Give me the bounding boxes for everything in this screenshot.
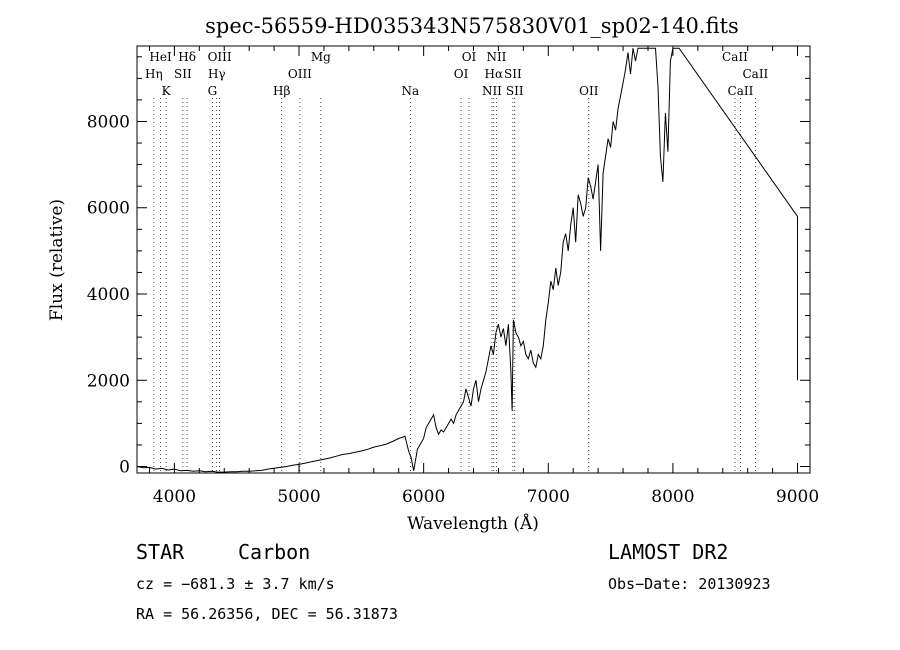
x-tick-label: 9000 <box>776 487 819 507</box>
y-tick-label: 4000 <box>87 285 130 305</box>
spectral-line-markers <box>153 98 756 473</box>
object-subclass: Carbon <box>238 540 310 564</box>
spectral-line-label: CaII <box>742 67 768 81</box>
chart-title: spec-56559-HD035343N575830V01_sp02-140.f… <box>205 14 739 38</box>
spectral-line-label: NII <box>482 84 502 98</box>
x-axis-ticks: 4000 5000 6000 7000 8000 9000 <box>148 46 819 507</box>
spectral-line-label: CaII <box>722 50 748 64</box>
survey-name: LAMOST DR2 <box>608 540 728 564</box>
spectral-line-label: OI <box>454 67 469 81</box>
y-axis-label: Flux (relative) <box>47 199 67 321</box>
spectral-line-label: Hα <box>485 67 504 81</box>
spectral-line-label: Mg <box>311 50 331 64</box>
y-axis-ticks: 0 2000 4000 6000 8000 <box>87 56 810 478</box>
spectral-line-label: NII <box>486 50 506 64</box>
spectral-line-label: Hδ <box>178 50 196 64</box>
spectral-line-label: OIII <box>208 50 232 64</box>
observation-date: Obs−Date: 20130923 <box>608 575 771 593</box>
spectral-line-label: OIII <box>288 67 312 81</box>
redshift-velocity: cz = −681.3 ± 3.7 km/s <box>136 575 335 593</box>
y-tick-label: 6000 <box>87 199 130 219</box>
spectral-line-label: G <box>208 84 218 98</box>
spectral-line-label: K <box>162 84 172 98</box>
spectrum-line <box>136 47 798 473</box>
spectral-line-label: OII <box>579 84 599 98</box>
spectral-line-label: Hγ <box>208 67 226 81</box>
x-tick-label: 4000 <box>153 487 196 507</box>
x-axis-label: Wavelength (Å) <box>407 513 539 534</box>
x-tick-label: 8000 <box>651 487 694 507</box>
spectral-line-label: Hβ <box>273 84 290 98</box>
y-tick-label: 0 <box>119 458 130 478</box>
plot-frame <box>136 45 811 474</box>
spectral-line-label: SII <box>506 84 524 98</box>
y-tick-label: 8000 <box>87 112 130 132</box>
y-tick-label: 2000 <box>87 371 130 391</box>
spectral-line-label: Na <box>401 84 419 98</box>
spectral-line-label: SII <box>504 67 522 81</box>
x-tick-label: 7000 <box>527 487 570 507</box>
x-tick-label: 5000 <box>277 487 320 507</box>
spectral-line-label: Hη <box>145 67 163 81</box>
sky-coordinates: RA = 56.26356, DEC = 56.31873 <box>136 605 398 623</box>
object-class: STAR <box>136 540 185 564</box>
spectral-line-label: OI <box>462 50 477 64</box>
spectral-line-label: SII <box>174 67 192 81</box>
spectral-line-label: HeI <box>149 50 172 64</box>
spectral-line-label: CaII <box>728 84 754 98</box>
x-tick-label: 6000 <box>402 487 445 507</box>
